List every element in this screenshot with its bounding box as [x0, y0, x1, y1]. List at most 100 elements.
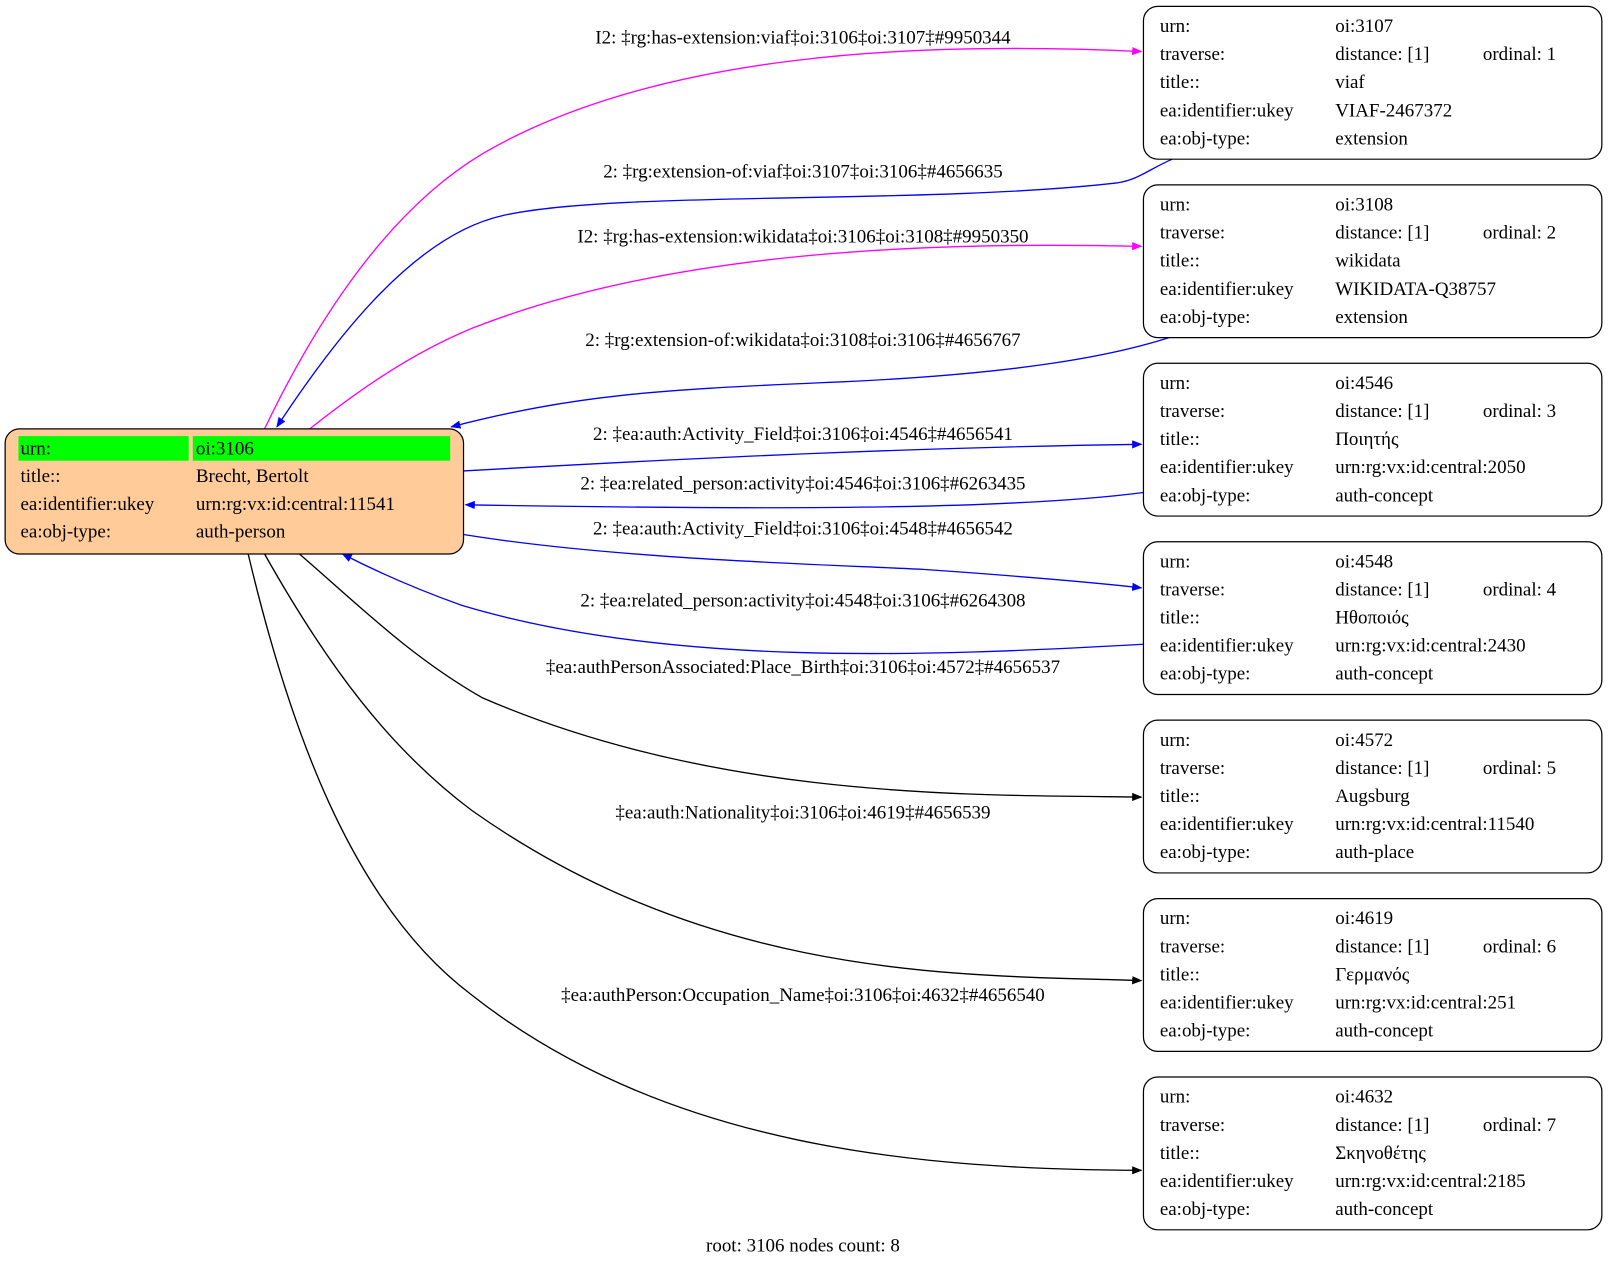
- node-ukey: VIAF-2467372: [1335, 100, 1452, 121]
- node-distance: distance: [1]: [1335, 579, 1429, 600]
- root-title: Brecht, Bertolt: [196, 466, 309, 487]
- edge-extension-of-wikidata[interactable]: [450, 336, 1170, 429]
- node-oi-4572[interactable]: urn: oi:4572 traverse: distance: [1] ordinal…: [1142, 719, 1603, 874]
- edge-label: 2: ‡ea:related_person:activity‡oi:4546‡o…: [580, 473, 1025, 494]
- node-box: [1142, 719, 1603, 874]
- field-label: urn:: [1160, 730, 1191, 751]
- edge-label: 2: ‡ea:auth:Activity_Field‡oi:3106‡oi:45…: [593, 424, 1013, 445]
- edge-related-person-4548[interactable]: [341, 553, 1144, 655]
- edge-activity-field-4548[interactable]: [463, 533, 1143, 591]
- field-label: urn:: [1160, 373, 1191, 394]
- node-title: Ποιητής: [1335, 429, 1399, 450]
- node-urn: oi:4546: [1335, 373, 1393, 394]
- root-node[interactable]: urn: oi:3106 title:: Brecht, Bertolt ea:…: [4, 428, 465, 555]
- node-urn: oi:4619: [1335, 908, 1393, 929]
- node-ordinal: ordinal: 6: [1483, 936, 1556, 957]
- node-box: [1142, 897, 1603, 1052]
- node-type: extension: [1335, 307, 1408, 328]
- node-oi-4632[interactable]: urn: oi:4632 traverse: distance: [1] ordinal…: [1142, 1076, 1603, 1231]
- node-ukey: WIKIDATA-Q38757: [1335, 279, 1496, 300]
- node-oi-3108[interactable]: urn: oi:3108 traverse: distance: [1] ordinal…: [1142, 184, 1603, 339]
- field-label: urn:: [1160, 908, 1191, 929]
- node-ordinal: ordinal: 5: [1483, 758, 1556, 779]
- node-oi-4548[interactable]: urn: oi:4548 traverse: distance: [1] ordinal…: [1142, 541, 1603, 696]
- field-label: ea:identifier:ukey: [1160, 1171, 1294, 1192]
- node-box: [1142, 1076, 1603, 1231]
- node-oi-4546[interactable]: urn: oi:4546 traverse: distance: [1] ordinal…: [1142, 362, 1603, 517]
- field-label: traverse:: [1160, 579, 1225, 600]
- edge-label: ‡ea:authPersonAssociated:Place_Birth‡oi:…: [546, 657, 1060, 678]
- node-urn: oi:3108: [1335, 194, 1393, 215]
- edge-activity-field-4546[interactable]: [463, 440, 1143, 472]
- edge-has-extension-viaf[interactable]: [263, 46, 1143, 430]
- node-type: auth-place: [1335, 842, 1414, 863]
- node-title: Augsburg: [1335, 786, 1410, 807]
- edge-place-birth[interactable]: [299, 553, 1143, 802]
- field-label: title::: [1160, 964, 1200, 985]
- node-ordinal: ordinal: 2: [1483, 223, 1556, 244]
- field-label: urn:: [1160, 194, 1191, 215]
- field-label: urn:: [1160, 1087, 1191, 1108]
- edges: [247, 46, 1173, 1175]
- field-label: title::: [1160, 429, 1200, 450]
- node-type: auth-concept: [1335, 1021, 1434, 1042]
- node-urn: oi:4572: [1335, 730, 1393, 751]
- node-title: wikidata: [1335, 251, 1401, 272]
- field-label: ea:obj-type:: [1160, 128, 1251, 149]
- edge-label: 2: ‡ea:auth:Activity_Field‡oi:3106‡oi:45…: [593, 519, 1013, 540]
- edge-label: 2: ‡ea:related_person:activity‡oi:4548‡o…: [580, 590, 1025, 611]
- root-type: auth-person: [196, 522, 286, 543]
- node-ukey: urn:rg:vx:id:central:251: [1335, 993, 1516, 1014]
- node-urn: oi:4632: [1335, 1087, 1393, 1108]
- node-urn: oi:3107: [1335, 16, 1393, 37]
- field-label: traverse:: [1160, 44, 1225, 65]
- edge-extension-of-viaf[interactable]: [276, 158, 1173, 428]
- node-ukey: urn:rg:vx:id:central:2430: [1335, 636, 1525, 657]
- edge-label: ‡ea:authPerson:Occupation_Name‡oi:3106‡o…: [561, 985, 1045, 1006]
- node-type: extension: [1335, 128, 1408, 149]
- field-label: ea:obj-type:: [21, 522, 112, 543]
- node-ordinal: ordinal: 3: [1483, 401, 1556, 422]
- urn-highlight: [18, 436, 189, 461]
- node-oi-4619[interactable]: urn: oi:4619 traverse: distance: [1] ordinal…: [1142, 897, 1603, 1052]
- field-label: traverse:: [1160, 758, 1225, 779]
- field-label: ea:identifier:ukey: [21, 494, 155, 515]
- node-ukey: urn:rg:vx:id:central:2050: [1335, 457, 1525, 478]
- field-label: traverse:: [1160, 1115, 1225, 1136]
- node-ukey: urn:rg:vx:id:central:11540: [1335, 814, 1534, 835]
- node-box: [1142, 541, 1603, 696]
- edge-occupation[interactable]: [247, 553, 1143, 1175]
- node-distance: distance: [1]: [1335, 758, 1429, 779]
- urn-highlight: [192, 436, 451, 461]
- node-type: auth-concept: [1335, 664, 1434, 685]
- node-ordinal: ordinal: 7: [1483, 1115, 1556, 1136]
- root-urn: oi:3106: [196, 439, 254, 460]
- field-label: title::: [1160, 72, 1200, 93]
- field-label: title::: [1160, 786, 1200, 807]
- field-label: title::: [1160, 1143, 1200, 1164]
- field-label: ea:identifier:ukey: [1160, 814, 1294, 835]
- node-title: Ηθοποιός: [1335, 608, 1409, 629]
- edge-has-extension-wikidata[interactable]: [309, 242, 1143, 430]
- field-label: traverse:: [1160, 223, 1225, 244]
- node-distance: distance: [1]: [1335, 401, 1429, 422]
- field-label: ea:obj-type:: [1160, 664, 1251, 685]
- edge-nationality[interactable]: [264, 553, 1143, 985]
- field-label: ea:identifier:ukey: [1160, 457, 1294, 478]
- field-label: ea:obj-type:: [1160, 485, 1251, 506]
- node-type: auth-concept: [1335, 1199, 1434, 1220]
- node-box: [1142, 184, 1603, 339]
- node-ukey: urn:rg:vx:id:central:2185: [1335, 1171, 1525, 1192]
- field-label: ea:identifier:ukey: [1160, 636, 1294, 657]
- node-distance: distance: [1]: [1335, 1115, 1429, 1136]
- node-box: [1142, 5, 1603, 160]
- field-label: ea:obj-type:: [1160, 1021, 1251, 1042]
- node-oi-3107[interactable]: urn: oi:3107 traverse: distance: [1] ordinal…: [1142, 5, 1603, 160]
- field-label: traverse:: [1160, 936, 1225, 957]
- edge-label: 2: ‡rg:extension-of:wikidata‡oi:3108‡oi:…: [585, 330, 1020, 351]
- node-ordinal: ordinal: 1: [1483, 44, 1556, 65]
- edge-related-person-4546[interactable]: [464, 491, 1144, 510]
- field-label: ea:obj-type:: [1160, 307, 1251, 328]
- field-label: ea:identifier:ukey: [1160, 100, 1294, 121]
- field-label: ea:identifier:ukey: [1160, 993, 1294, 1014]
